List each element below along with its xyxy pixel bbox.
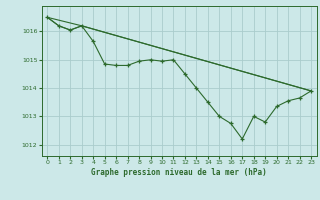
X-axis label: Graphe pression niveau de la mer (hPa): Graphe pression niveau de la mer (hPa) bbox=[91, 168, 267, 177]
